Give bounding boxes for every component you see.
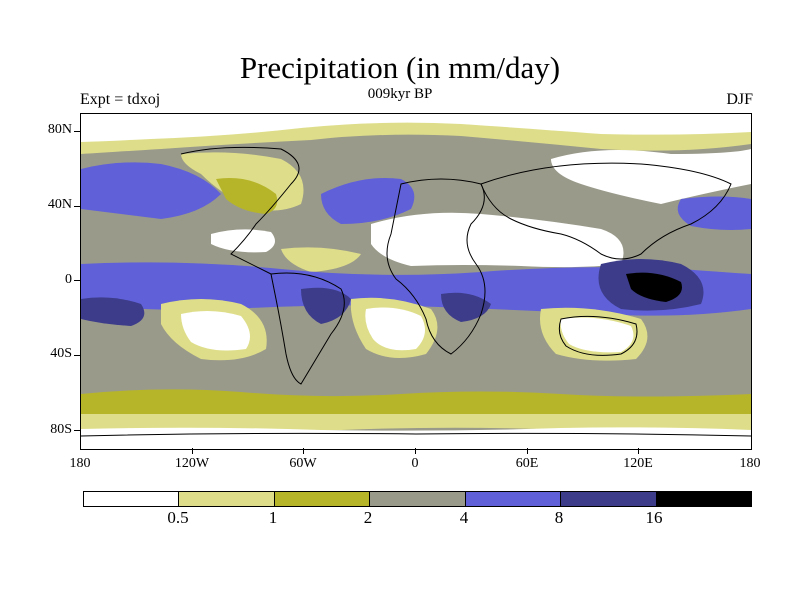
colorbar-box-2 xyxy=(274,492,371,506)
lat-tick-40s xyxy=(74,355,80,356)
map-subtitle: 009kyr BP xyxy=(367,86,433,102)
lat-label-0: 0 xyxy=(65,272,72,287)
lat-tick-40n xyxy=(74,206,80,207)
antarctic-dry xyxy=(81,427,751,449)
colorbar-label-4: 4 xyxy=(459,508,469,527)
lat-label-80n: 80N xyxy=(47,122,72,137)
colorbar-label-8: 8 xyxy=(554,508,564,527)
lon-tick-120w xyxy=(192,448,193,454)
lat-label-40n: 40N xyxy=(47,197,72,212)
experiment-label: Expt = tdxoj xyxy=(80,91,161,108)
precipitation-colorbar xyxy=(83,491,752,507)
north-atlantic-storm-track xyxy=(321,178,415,224)
colorbar-box-5 xyxy=(561,492,657,506)
season-label: DJF xyxy=(726,91,753,108)
colorbar-label-16: 16 xyxy=(645,508,663,527)
lon-label-120e: 120E xyxy=(623,456,653,471)
continent-outlines xyxy=(81,146,751,437)
precipitation-map xyxy=(80,113,752,450)
north-america-outline xyxy=(180,146,300,275)
arctic-dry-region xyxy=(81,114,751,142)
lat-label-80s: 80S xyxy=(50,422,72,437)
australia-dry xyxy=(560,317,634,353)
lon-tick-0 xyxy=(415,448,416,454)
lon-tick-60w xyxy=(303,448,304,454)
lon-tick-60e xyxy=(527,448,528,454)
colorbar-box-4 xyxy=(465,492,562,506)
colorbar-box-1 xyxy=(179,492,275,506)
north-america-medium xyxy=(216,178,278,214)
colorbar-box-0 xyxy=(84,492,180,506)
southeast-pacific-dry xyxy=(181,310,250,351)
australia-outline xyxy=(558,315,638,356)
sahara-arabia-dry xyxy=(371,212,624,268)
north-eurasia-dry xyxy=(551,149,751,204)
south-pacific-very-wet xyxy=(81,297,145,326)
map-title: Precipitation (in mm/day) xyxy=(239,50,561,85)
precipitation-map-canvas xyxy=(81,114,751,449)
lon-label-180-west: 180 xyxy=(69,456,91,471)
lon-label-120w: 120W xyxy=(174,456,210,471)
colorbar-box-6 xyxy=(656,492,751,506)
north-atlantic-subtropical-light xyxy=(281,247,361,272)
southern-africa-very-wet xyxy=(441,292,491,322)
lat-label-40s: 40S xyxy=(50,346,72,361)
lon-label-180-east: 180 xyxy=(739,456,761,471)
lat-tick-0 xyxy=(74,280,80,281)
lon-label-60e: 60E xyxy=(515,456,539,471)
lat-tick-80n xyxy=(74,131,80,132)
antarctica-outline xyxy=(81,432,751,437)
south-america-outline xyxy=(270,272,345,385)
amazon-very-wet xyxy=(301,287,351,324)
asia-outline xyxy=(480,162,732,260)
colorbar-label-2: 2 xyxy=(363,508,373,527)
colorbar-box-3 xyxy=(370,492,466,506)
lon-label-60w: 60W xyxy=(289,456,317,471)
maritime-continent-extreme xyxy=(626,272,682,302)
europe-africa-outline xyxy=(386,178,486,355)
itcz-wet-band xyxy=(81,262,751,316)
south-atlantic-dry xyxy=(365,307,425,351)
lon-tick-120e xyxy=(638,448,639,454)
north-pacific-storm-track xyxy=(81,162,221,219)
colorbar-label-0-5: 0.5 xyxy=(167,508,189,527)
lon-label-0: 0 xyxy=(411,456,419,471)
colorbar-label-1: 1 xyxy=(268,508,278,527)
lat-tick-80s xyxy=(74,430,80,431)
